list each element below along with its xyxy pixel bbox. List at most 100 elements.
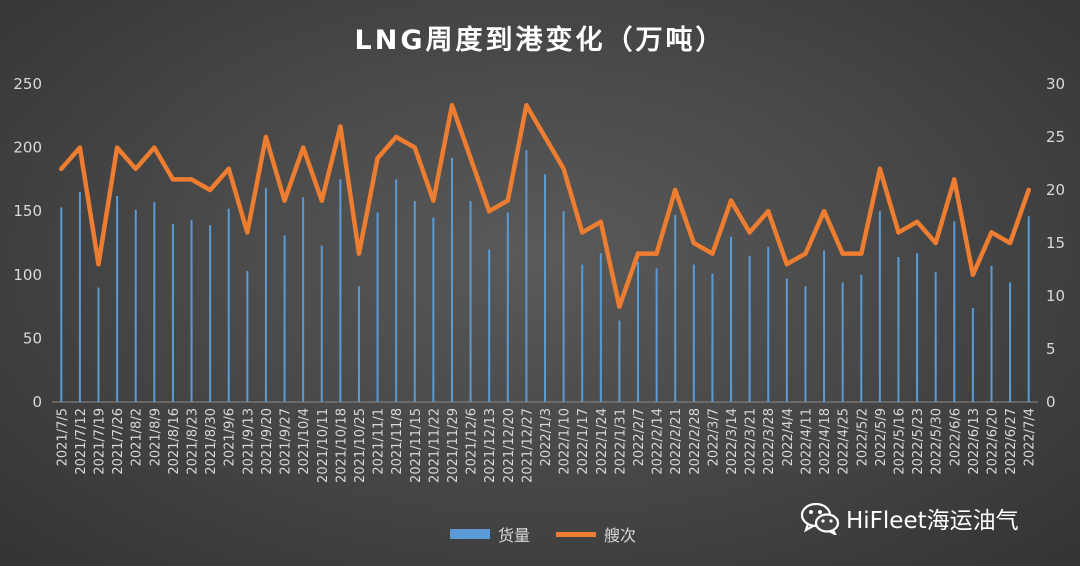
- line-point: [393, 134, 399, 140]
- x-tick-label: 2022/6/27: [1004, 408, 1019, 475]
- x-tick-label: 2021/10/25: [353, 408, 368, 483]
- x-tick-label: 2022/1/31: [613, 408, 628, 475]
- right-y-tick-label: 25: [1046, 128, 1065, 146]
- line-point: [524, 103, 529, 108]
- x-tick-label: 2022/1/10: [558, 408, 573, 475]
- line-point: [747, 230, 752, 235]
- right-y-tick-label: 15: [1046, 234, 1065, 252]
- line-point: [505, 198, 510, 203]
- line-point: [96, 262, 101, 267]
- bar: [971, 307, 974, 402]
- bar: [1027, 216, 1030, 402]
- x-tick-label: 2021/8/9: [148, 408, 163, 466]
- x-tick-label: 2022/4/25: [837, 408, 852, 475]
- x-tick-label: 2021/8/30: [204, 408, 219, 475]
- bar: [153, 202, 156, 402]
- x-tick-label: 2022/4/18: [818, 408, 833, 475]
- line-point: [784, 262, 790, 267]
- legend: 货量 艘次: [450, 522, 636, 546]
- x-tick-label: 2021/12/27: [520, 408, 535, 483]
- left-y-tick-label: 100: [13, 266, 42, 284]
- x-tick-label: 2022/2/7: [632, 408, 647, 466]
- x-tick-label: 2022/5/30: [930, 408, 945, 475]
- right-y-tick-label: 30: [1046, 75, 1065, 93]
- line-point: [1007, 240, 1013, 246]
- bar: [525, 150, 528, 402]
- x-axis-ticks: 2021/7/5 2021/7/12 2021/7/19 2021/7/26 2021/…: [55, 408, 1037, 483]
- bar: [97, 287, 100, 402]
- bar: [953, 221, 956, 402]
- x-tick-label: 2022/1/17: [576, 408, 591, 475]
- bar: [655, 268, 658, 402]
- line-point: [207, 187, 213, 193]
- left-y-tick-label: 0: [32, 393, 42, 411]
- bar: [599, 253, 602, 402]
- left-y-tick-label: 250: [13, 75, 42, 93]
- line-point: [728, 198, 734, 203]
- line-point: [449, 103, 455, 108]
- x-tick-label: 2021/10/11: [316, 408, 331, 483]
- bar: [990, 265, 993, 402]
- legend-swatch-line: [556, 531, 597, 537]
- bar-series: [60, 150, 1030, 402]
- line-point: [152, 145, 157, 150]
- x-tick-label: 2021/10/18: [334, 408, 349, 483]
- x-tick-label: 2021/11/8: [390, 408, 405, 475]
- x-tick-label: 2021/7/12: [74, 408, 89, 475]
- line-point: [431, 198, 436, 203]
- x-tick-label: 2022/4/4: [781, 408, 796, 466]
- x-tick-label: 2022/7/4: [1023, 408, 1038, 466]
- watermark: HiFleet海运油气: [800, 500, 1019, 536]
- bar: [916, 253, 919, 402]
- line-point: [710, 251, 715, 256]
- x-tick-label: 2021/8/23: [186, 408, 201, 475]
- x-tick-label: 2022/3/14: [725, 408, 740, 475]
- bar: [376, 212, 379, 402]
- bar: [357, 286, 360, 402]
- x-tick-label: 2021/8/16: [167, 408, 182, 475]
- bar: [469, 201, 472, 402]
- x-tick-label: 2021/11/1: [372, 408, 387, 475]
- bar: [432, 217, 435, 402]
- left-y-tick-label: 150: [13, 202, 42, 220]
- bar: [581, 264, 584, 402]
- right-y-tick-label: 0: [1046, 393, 1056, 411]
- right-y-tick-label: 10: [1046, 287, 1065, 305]
- x-tick-label: 2021/8/2: [130, 408, 145, 466]
- left-y-tick-label: 200: [13, 139, 42, 157]
- bar: [134, 209, 137, 402]
- bar: [171, 223, 174, 402]
- line-point: [877, 166, 883, 171]
- left-y-axis: 0 50 100 150 200 250: [13, 75, 42, 411]
- line-point: [356, 251, 362, 256]
- line-point: [133, 166, 138, 171]
- x-tick-label: 2021/12/20: [502, 408, 517, 483]
- line-point: [245, 230, 250, 235]
- line-point: [226, 166, 231, 171]
- bar: [711, 273, 714, 402]
- line-point: [319, 198, 324, 203]
- x-tick-label: 2021/9/13: [241, 408, 256, 475]
- bar: [395, 179, 398, 402]
- line-point: [673, 187, 678, 193]
- x-tick-label: 2022/5/23: [911, 408, 926, 475]
- line-point: [114, 145, 120, 150]
- line-point: [914, 219, 920, 224]
- line-point: [840, 251, 845, 256]
- bar: [190, 220, 193, 402]
- x-tick-label: 2021/7/26: [111, 408, 126, 475]
- line-point: [635, 251, 641, 256]
- bar: [637, 262, 640, 402]
- x-tick-label: 2022/5/16: [892, 408, 907, 475]
- x-tick-label: 2022/6/6: [948, 408, 963, 466]
- bar: [264, 188, 267, 402]
- x-tick-label: 2021/11/29: [446, 408, 461, 483]
- x-tick-label: 2022/3/21: [744, 408, 759, 475]
- bar: [618, 320, 621, 402]
- line-point: [970, 272, 976, 277]
- bar: [227, 208, 230, 402]
- line-point: [766, 209, 771, 214]
- bar: [785, 278, 788, 402]
- x-tick-label: 2022/2/28: [688, 408, 703, 475]
